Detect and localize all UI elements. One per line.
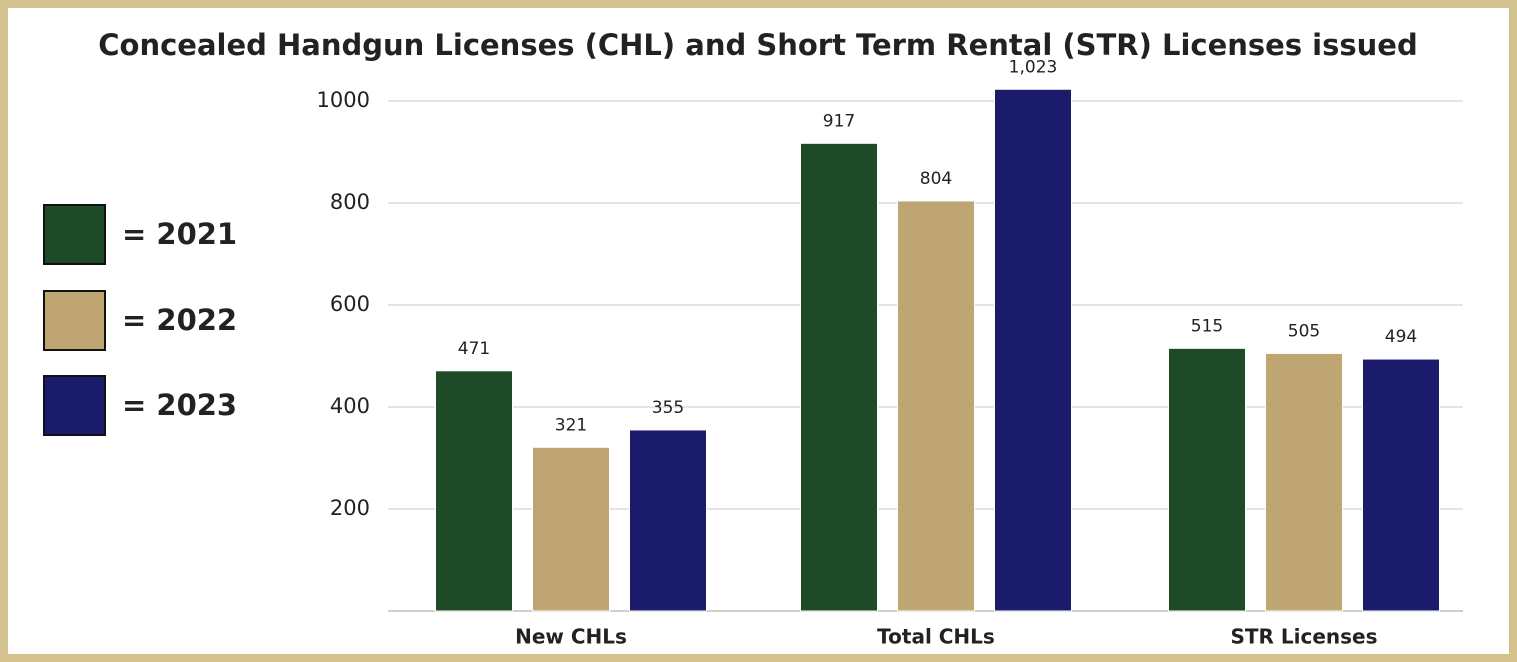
legend-label: = 2022 [122, 303, 237, 337]
x-tick-label: New CHLs [515, 625, 627, 649]
x-tick-label: Total CHLs [877, 625, 995, 649]
data-label: 917 [823, 111, 855, 131]
bar [532, 446, 610, 612]
data-label: 321 [555, 415, 587, 435]
y-tick-label: 1000 [317, 88, 370, 112]
bar [800, 142, 878, 612]
y-tick-label: 600 [330, 292, 370, 316]
bar [1265, 352, 1343, 612]
legend-label: = 2023 [122, 388, 237, 422]
bar [897, 200, 975, 612]
legend-label: = 2021 [122, 217, 237, 251]
bar [629, 429, 707, 612]
data-label: 515 [1191, 316, 1223, 336]
legend-swatch [43, 204, 106, 265]
data-label: 494 [1385, 327, 1417, 347]
y-tick-label: 800 [330, 190, 370, 214]
bar [435, 370, 513, 612]
chart-title: Concealed Handgun Licenses (CHL) and Sho… [98, 28, 1417, 62]
bar [1168, 347, 1246, 612]
x-tick-label: STR Licenses [1230, 625, 1377, 649]
legend-swatch [43, 375, 106, 436]
data-label: 355 [652, 398, 684, 418]
bar [994, 88, 1072, 612]
data-label: 1,023 [1009, 57, 1058, 77]
data-label: 804 [920, 169, 952, 189]
bar [1362, 358, 1440, 612]
legend-swatch [43, 290, 106, 351]
data-label: 471 [458, 339, 490, 359]
y-tick-label: 400 [330, 394, 370, 418]
data-label: 505 [1288, 321, 1320, 341]
y-tick-label: 200 [330, 496, 370, 520]
